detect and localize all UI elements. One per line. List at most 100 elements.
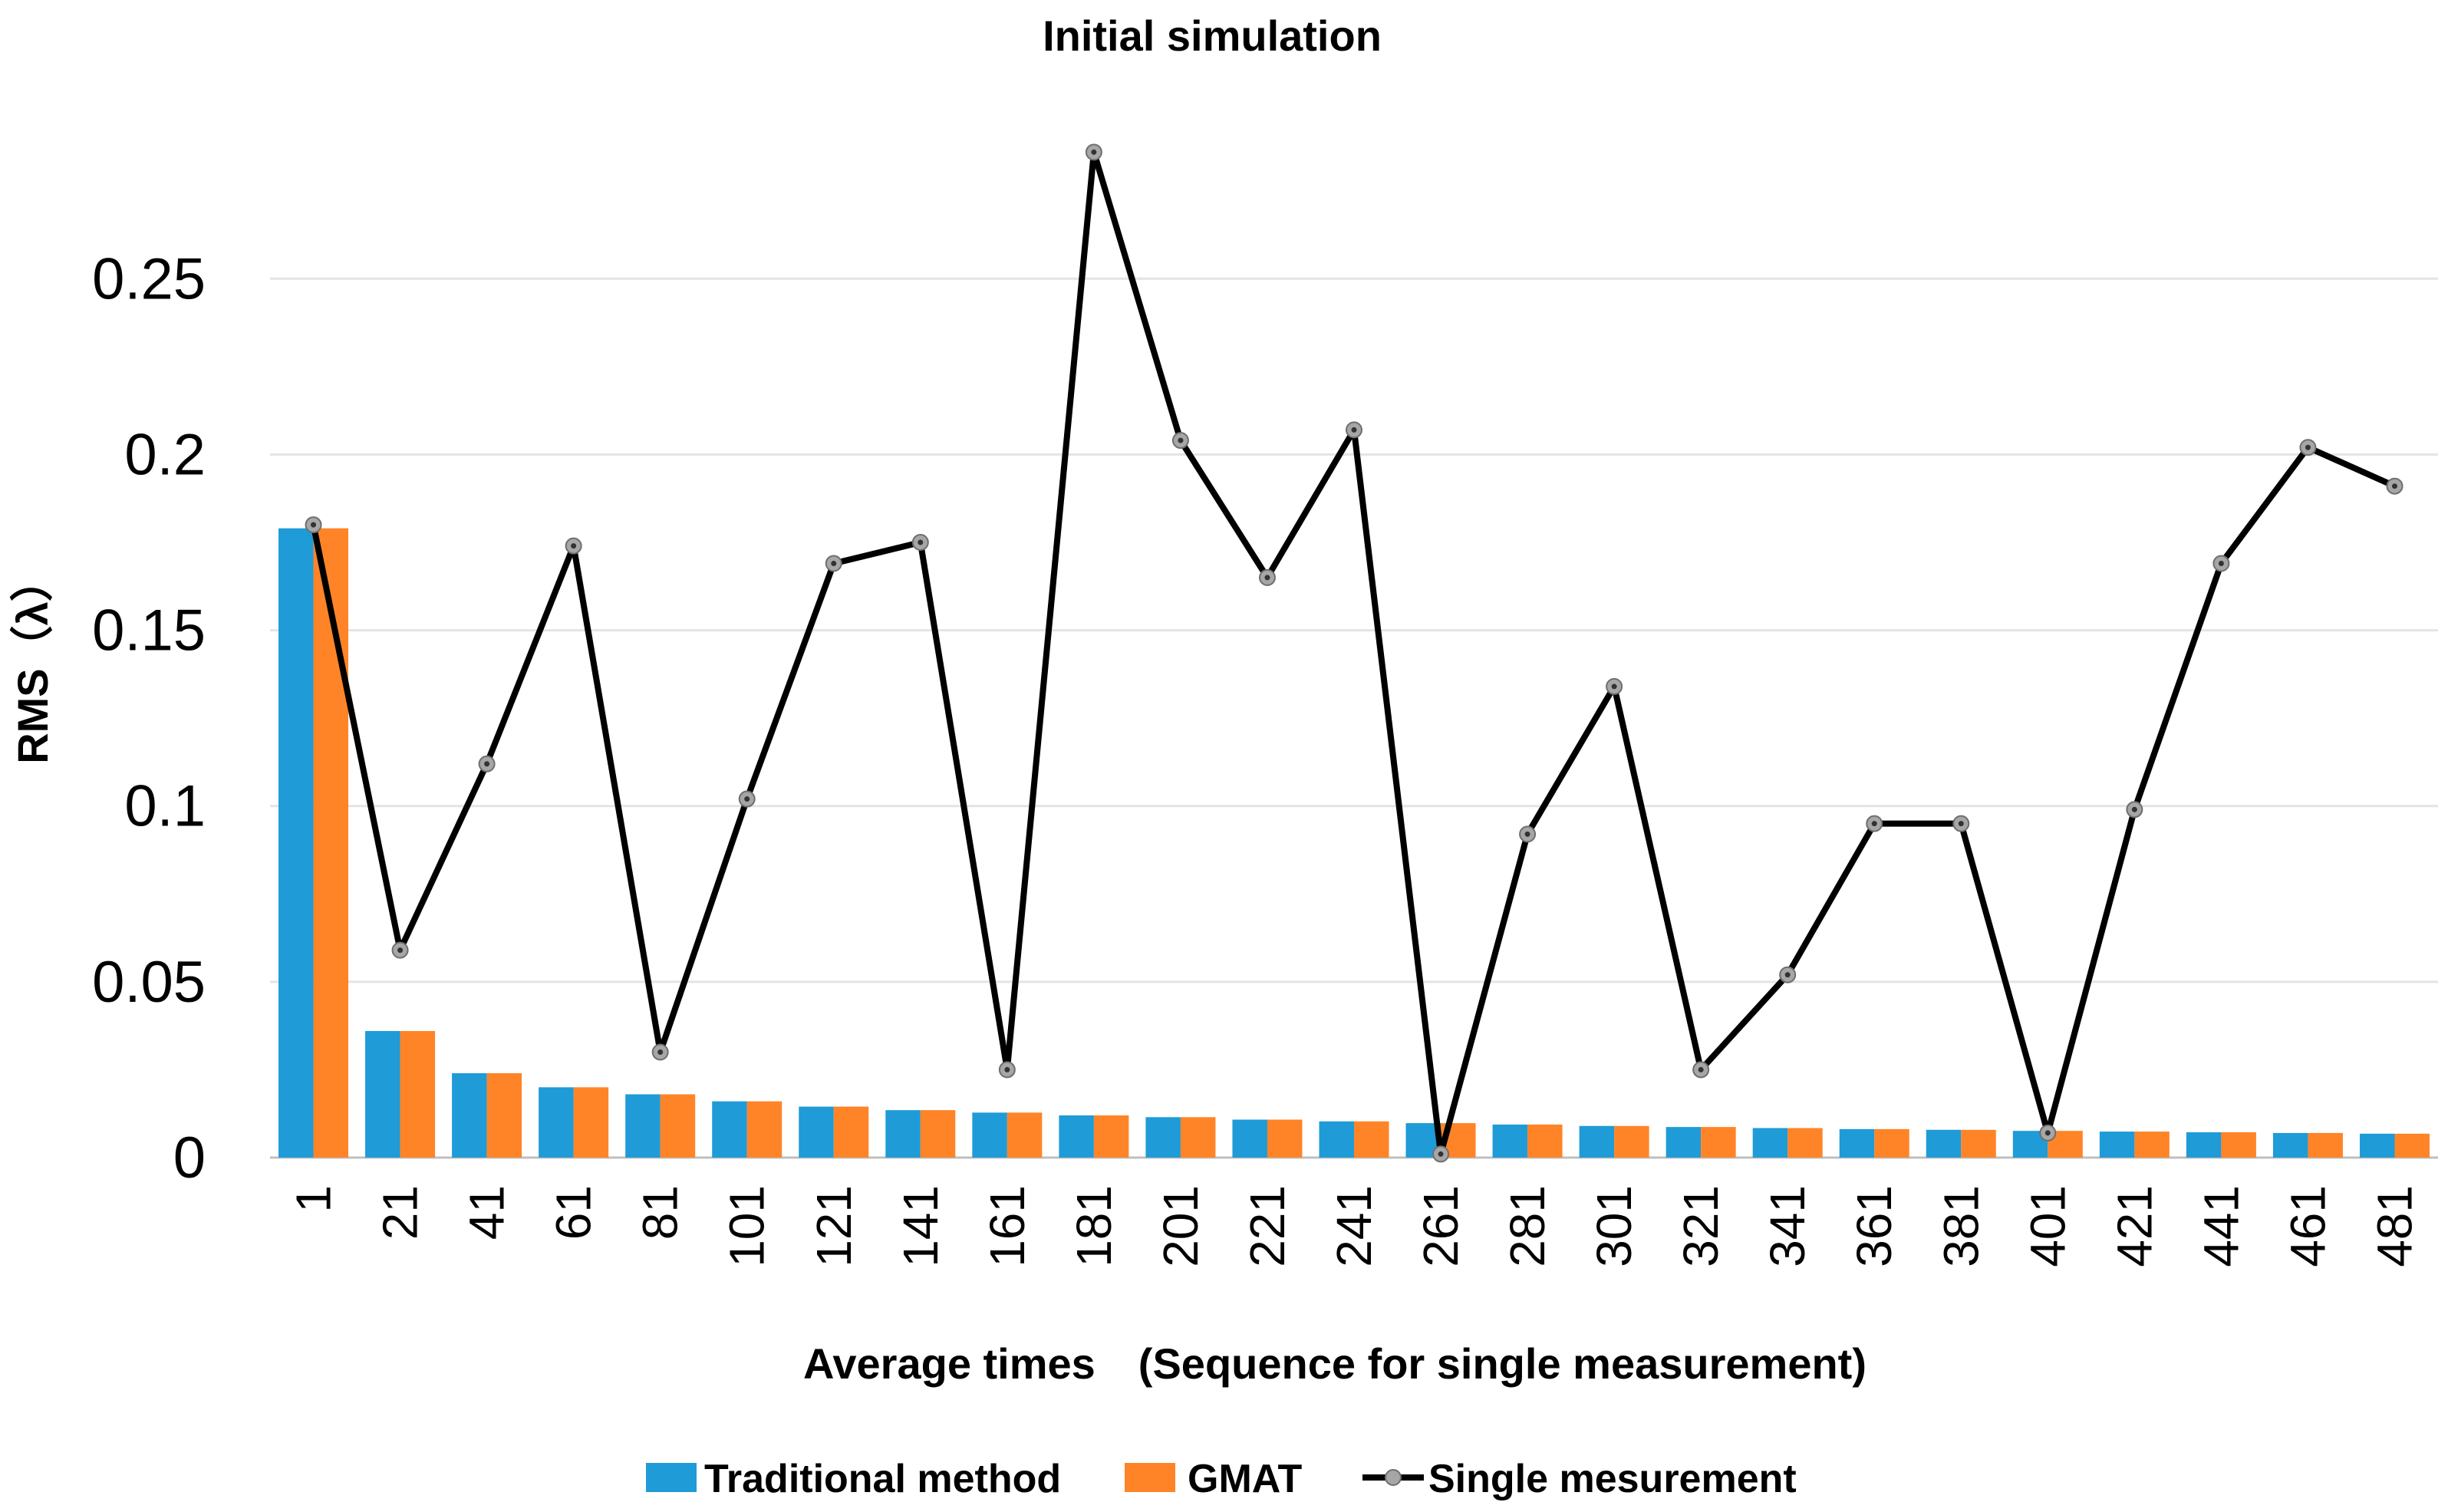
bar-traditional-method: [2272, 1132, 2308, 1158]
bar-gmat: [2221, 1132, 2256, 1158]
y-tick-label: 0.15: [92, 598, 206, 664]
bar-gmat: [1007, 1112, 1043, 1158]
bar-gmat: [1961, 1129, 1996, 1158]
x-tick-label: 101: [720, 1185, 775, 1267]
x-tick-label: 121: [806, 1185, 862, 1267]
legend-label: GMAT: [1188, 1457, 1302, 1501]
bar-series: [278, 528, 2430, 1158]
legend-item-traditional-method: Traditional method: [646, 1457, 1061, 1501]
marker-center-dot: [1351, 427, 1357, 433]
bar-gmat: [1787, 1128, 1823, 1158]
marker-center-dot: [918, 539, 924, 545]
bar-traditional-method: [712, 1101, 747, 1158]
x-tick-label: 161: [980, 1185, 1035, 1267]
bar-traditional-method: [1752, 1128, 1788, 1158]
x-tick-label: 361: [1847, 1185, 1902, 1267]
marker-center-dot: [2131, 806, 2137, 812]
x-tick-label: 21: [373, 1185, 428, 1240]
bar-gmat: [313, 528, 349, 1158]
x-tick-label: 221: [1240, 1185, 1295, 1267]
x-tick-label: 1: [286, 1185, 341, 1213]
x-tick-label: 381: [1933, 1185, 1988, 1267]
bar-traditional-method: [539, 1087, 574, 1158]
bar-gmat: [400, 1031, 436, 1158]
bar-traditional-method: [365, 1031, 400, 1158]
bar-gmat: [2308, 1132, 2343, 1158]
x-tick-label: 301: [1586, 1185, 1642, 1267]
bar-traditional-method: [1145, 1117, 1181, 1158]
marker-center-dot: [2391, 483, 2397, 489]
x-tick-label: 341: [1760, 1185, 1815, 1267]
marker-center-dot: [1091, 149, 1097, 155]
bar-traditional-method: [1319, 1121, 1354, 1158]
marker-center-dot: [1611, 684, 1617, 690]
y-axis-ticks: 0 0.05 0.1 0.15 0.2 0.25: [92, 246, 206, 1191]
x-axis-label: Average times (Sequence for single measu…: [803, 1339, 1866, 1388]
bar-gmat: [1267, 1119, 1303, 1158]
legend-label: Single mesurement: [1428, 1457, 1797, 1501]
marker-center-dot: [2044, 1130, 2051, 1136]
bar-gmat: [1701, 1127, 1736, 1158]
bar-traditional-method: [1926, 1129, 1962, 1158]
bar-gmat: [1180, 1117, 1216, 1158]
marker-center-dot: [1871, 821, 1877, 827]
bar-traditional-method: [452, 1073, 487, 1158]
x-tick-label: 81: [633, 1185, 688, 1240]
bar-traditional-method: [625, 1094, 661, 1158]
bar-gmat: [486, 1073, 522, 1158]
bar-traditional-method: [885, 1110, 921, 1158]
legend-swatch: [1125, 1463, 1175, 1492]
y-tick-label: 0: [173, 1125, 206, 1191]
legend-label: Traditional method: [704, 1457, 1061, 1501]
bar-traditional-method: [1232, 1119, 1267, 1158]
marker-center-dot: [1178, 437, 1184, 443]
legend-item-gmat: GMAT: [1125, 1457, 1302, 1501]
x-tick-label: 141: [893, 1185, 948, 1267]
bar-traditional-method: [2359, 1133, 2395, 1158]
bar-gmat: [1354, 1121, 1389, 1158]
marker-center-dot: [1524, 831, 1530, 837]
y-tick-label: 0.1: [124, 774, 206, 839]
bar-traditional-method: [1579, 1125, 1615, 1158]
bar-gmat: [920, 1110, 956, 1158]
y-tick-label: 0.05: [92, 950, 206, 1015]
bar-gmat: [833, 1106, 869, 1158]
y-axis-label: RMS（λ）: [8, 558, 57, 764]
x-tick-label: 181: [1066, 1185, 1122, 1267]
x-tick-label: 401: [2020, 1185, 2075, 1267]
chart-title: Initial simulation: [1043, 12, 1382, 60]
x-axis-ticks: 1 21 41 61 81 101 121 141 161 181 201 221 241 261 281 3…: [286, 1185, 2423, 1267]
x-tick-label: 61: [546, 1185, 601, 1240]
bar-traditional-method: [2186, 1132, 2222, 1158]
x-tick-label: 241: [1326, 1185, 1382, 1267]
bar-traditional-method: [278, 528, 314, 1158]
legend: Traditional method GMAT Single mesurement: [646, 1457, 1797, 1501]
bar-traditional-method: [2099, 1132, 2135, 1158]
x-tick-label: 321: [1673, 1185, 1728, 1267]
marker-center-dot: [571, 543, 577, 549]
legend-swatch: [646, 1463, 697, 1492]
legend-item-single-measurement: Single mesurement: [1362, 1457, 1797, 1501]
bar-gmat: [2134, 1132, 2170, 1158]
marker-center-dot: [484, 761, 490, 767]
marker-center-dot: [1438, 1151, 1444, 1157]
marker-center-dot: [397, 947, 404, 954]
marker-center-dot: [1784, 972, 1791, 978]
x-tick-label: 41: [460, 1185, 515, 1240]
gridlines: [270, 277, 2438, 1159]
marker-center-dot: [1264, 575, 1270, 581]
bar-gmat: [660, 1094, 696, 1158]
legend-marker: [1385, 1469, 1402, 1486]
marker-center-dot: [831, 561, 837, 567]
bar-traditional-method: [799, 1106, 834, 1158]
x-tick-label: 201: [1153, 1185, 1208, 1267]
bar-gmat: [1874, 1128, 1909, 1158]
bar-traditional-method: [1059, 1115, 1094, 1158]
y-tick-label: 0.2: [124, 422, 206, 487]
marker-center-dot: [744, 796, 750, 802]
single-measurement-line: [310, 149, 2397, 1158]
marker-center-dot: [2218, 561, 2224, 567]
marker-center-dot: [1004, 1066, 1010, 1072]
